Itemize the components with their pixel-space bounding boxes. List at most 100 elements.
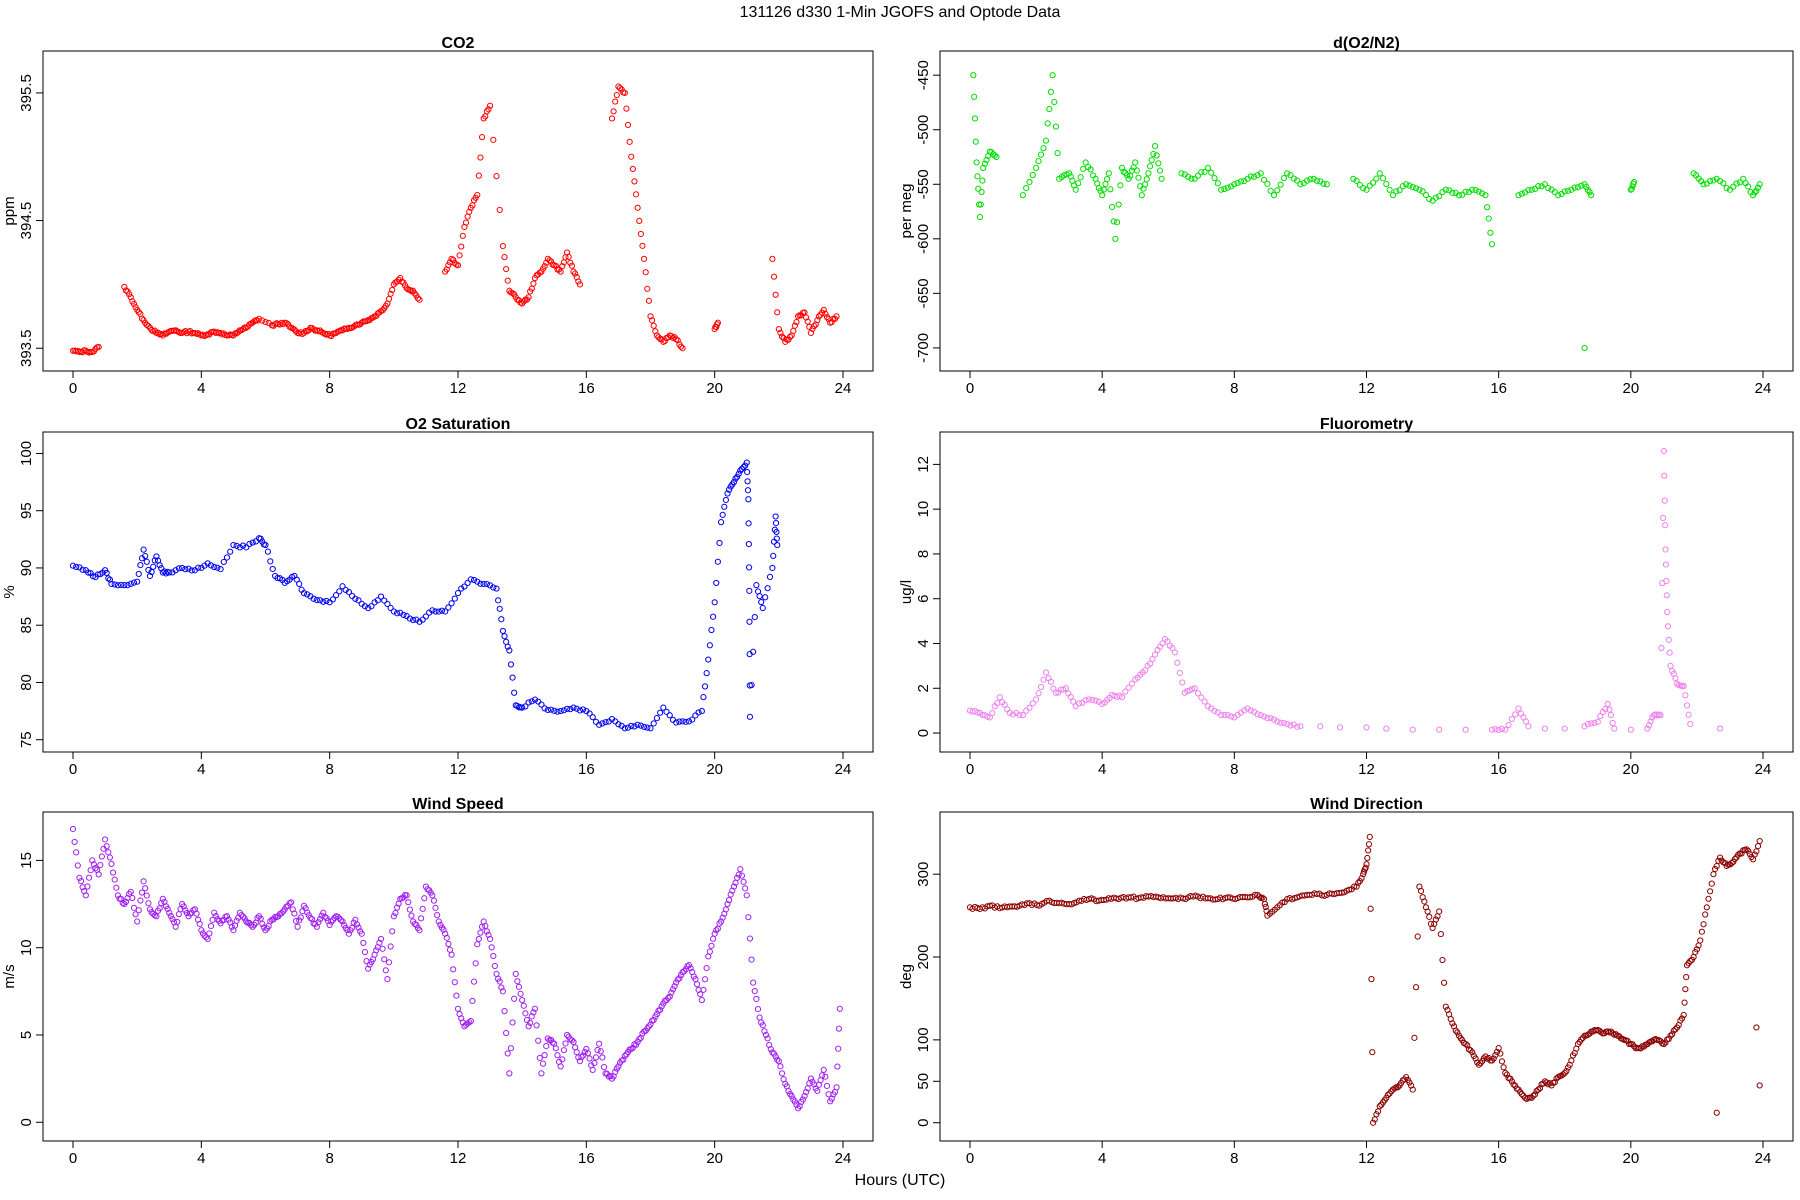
data-point: [1531, 1091, 1539, 1098]
data-point: [1683, 973, 1690, 981]
data-point: [390, 608, 397, 615]
data-point: [774, 309, 781, 316]
data-point: [316, 916, 324, 923]
data-point: [1264, 180, 1271, 187]
data-point: [409, 616, 417, 624]
data-point: [1429, 924, 1436, 932]
data-point: [198, 927, 205, 934]
data-point: [239, 325, 247, 333]
data-point: [137, 897, 144, 904]
data-point: [1133, 167, 1140, 174]
data-point: [520, 1002, 527, 1009]
data-point: [1188, 175, 1195, 182]
data-point: [1490, 1055, 1497, 1062]
data-point: [1099, 192, 1106, 199]
data-point: [246, 540, 253, 548]
data-point: [597, 1048, 604, 1055]
data-point: [434, 911, 441, 919]
data-point: [1685, 711, 1692, 718]
data-point: [1449, 189, 1456, 196]
data-point: [127, 580, 134, 587]
data-point: [1442, 1003, 1449, 1010]
data-point: [705, 656, 712, 663]
data-point: [1123, 172, 1131, 179]
data-point: [291, 326, 298, 333]
data-point: [732, 475, 739, 482]
data-point: [164, 905, 171, 913]
data-point: [255, 315, 263, 322]
data-point: [1270, 716, 1278, 723]
data-point: [1730, 183, 1737, 190]
data-point: [429, 607, 436, 614]
data-point: [422, 613, 430, 620]
data-point: [1743, 846, 1750, 853]
data-point: [1184, 688, 1191, 695]
x-tick-label: 4: [1098, 380, 1106, 397]
data-point: [1545, 184, 1552, 192]
data-point: [745, 496, 752, 503]
data-point: [97, 861, 104, 869]
data-point: [1156, 167, 1164, 174]
data-point: [195, 564, 202, 571]
data-point: [1118, 164, 1126, 172]
data-point: [188, 567, 195, 574]
data-point: [491, 962, 498, 970]
data-point: [1421, 898, 1428, 905]
x-tick-label: 0: [966, 1150, 974, 1167]
data-point: [230, 541, 237, 549]
data-point: [292, 917, 300, 925]
data-point: [767, 1046, 774, 1053]
data-point: [403, 285, 410, 292]
data-point: [563, 705, 571, 712]
data-point: [1072, 186, 1079, 193]
data-point: [374, 597, 381, 604]
data-point: [567, 259, 574, 266]
data-point: [682, 718, 689, 725]
data-point: [772, 291, 779, 298]
data-point: [1158, 175, 1165, 182]
data-point: [486, 935, 494, 943]
x-tick-label: 4: [1098, 761, 1106, 778]
data-point: [1310, 175, 1317, 182]
data-point: [1231, 181, 1238, 188]
data-point: [620, 1056, 627, 1063]
data-point: [1362, 864, 1369, 871]
data-point: [1667, 662, 1674, 669]
data-point: [1426, 195, 1433, 203]
data-point: [1437, 930, 1444, 938]
data-point: [687, 965, 694, 972]
data-point: [414, 295, 421, 302]
data-point: [478, 134, 486, 141]
data-point: [1393, 188, 1400, 195]
data-point: [496, 206, 503, 214]
data-point: [815, 313, 823, 320]
x-tick-label: 16: [1490, 380, 1507, 397]
data-point: [1707, 177, 1714, 185]
data-point: [769, 1049, 776, 1056]
data-point: [1416, 186, 1423, 193]
data-point: [1525, 723, 1532, 730]
data-point: [101, 836, 109, 843]
data-point: [746, 587, 753, 594]
data-point: [1627, 726, 1634, 733]
data-point: [1108, 203, 1116, 211]
data-point: [84, 883, 91, 890]
data-point: [1472, 1055, 1479, 1062]
data-point: [1100, 186, 1107, 193]
data-point: [608, 115, 616, 122]
data-point: [1391, 1085, 1398, 1092]
data-point: [320, 909, 327, 916]
data-point: [1204, 164, 1212, 172]
data-point: [745, 914, 752, 921]
y-tick-label: 95: [18, 502, 35, 519]
data-point: [453, 992, 460, 999]
data-point: [482, 922, 489, 930]
data-point: [551, 707, 558, 714]
data-point: [153, 913, 160, 920]
data-point: [138, 315, 146, 322]
data-point: [833, 1084, 840, 1091]
data-point: [1267, 187, 1274, 194]
data-point: [1647, 718, 1654, 725]
data-point: [1085, 696, 1093, 703]
data-point: [211, 909, 218, 916]
